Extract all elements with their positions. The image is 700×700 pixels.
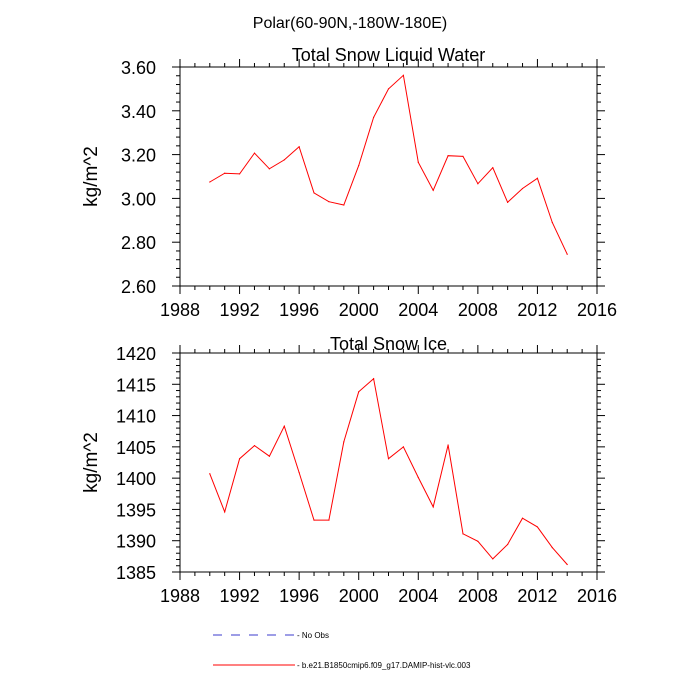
data-point — [313, 192, 315, 194]
data-point — [521, 517, 524, 519]
chart-title: Total Snow Liquid Water — [292, 45, 485, 65]
data-point — [238, 173, 241, 175]
x-tick-label: 1996 — [279, 300, 319, 320]
data-point — [417, 161, 419, 163]
y-tick-label: 1405 — [116, 438, 156, 458]
data-point — [268, 168, 270, 170]
legend-label-no-obs: - No Obs — [297, 631, 329, 640]
plot-frame — [179, 352, 598, 573]
data-point — [328, 201, 330, 203]
chart-title: Total Snow Ice — [330, 334, 447, 354]
y-tick-label: 1415 — [116, 375, 156, 395]
y-tick-label: 1420 — [116, 344, 156, 364]
data-point — [224, 511, 226, 513]
legend: - No Obs - b.e21.B1850cmip6.f09_g17.DAMI… — [213, 631, 471, 670]
data-point — [432, 506, 434, 508]
data-point — [387, 458, 390, 460]
data-point — [402, 446, 404, 448]
y-tick-label: 1400 — [116, 469, 156, 489]
y-tick-label: 1390 — [116, 532, 156, 552]
plot-frame — [179, 66, 598, 287]
data-point — [536, 526, 539, 528]
data-point — [283, 159, 285, 161]
data-point — [253, 152, 256, 154]
data-point — [417, 476, 419, 479]
data-point — [536, 177, 539, 179]
data-point — [566, 563, 568, 566]
x-tick-label: 2000 — [339, 300, 379, 320]
x-tick-label: 2008 — [458, 586, 498, 606]
x-tick-label: 1988 — [160, 586, 200, 606]
x-tick-label: 1988 — [160, 300, 200, 320]
x-tick-label: 2008 — [458, 300, 498, 320]
data-point — [521, 187, 524, 190]
x-tick-label: 1992 — [220, 300, 260, 320]
x-tick-label: 2012 — [517, 586, 557, 606]
data-point — [551, 221, 553, 224]
data-point — [477, 183, 479, 185]
y-axis-label: kg/m^2 — [81, 146, 102, 207]
data-point — [387, 88, 390, 90]
data-point — [268, 455, 270, 457]
x-tick-label: 2016 — [577, 300, 617, 320]
data-point — [298, 471, 300, 474]
data-point — [507, 543, 509, 546]
y-tick-label: 3.40 — [121, 102, 156, 122]
data-point — [447, 444, 449, 446]
data-point — [492, 558, 494, 560]
legend-label-model: - b.e21.B1850cmip6.f09_g17.DAMIP-hist-vl… — [297, 661, 471, 670]
figure-suptitle: Polar(60-90N,-180W-180E) — [253, 15, 447, 32]
data-point — [462, 533, 464, 535]
x-tick-label: 2000 — [339, 586, 379, 606]
data-point — [209, 473, 211, 475]
data-point — [402, 74, 404, 76]
x-tick-label: 1996 — [279, 586, 319, 606]
data-point — [283, 425, 285, 427]
series-line — [209, 74, 568, 255]
y-tick-label: 3.00 — [121, 189, 156, 209]
x-tick-label: 1992 — [220, 586, 260, 606]
panel-snow-ice: Total Snow Ice 1988 1992 1996 2000 2004 2008 20… — [81, 334, 617, 606]
data-point — [373, 378, 375, 380]
y-tick-label: 2.80 — [121, 233, 156, 253]
data-point — [313, 519, 315, 521]
data-point — [209, 181, 211, 183]
data-point — [343, 441, 345, 443]
data-point — [462, 155, 464, 157]
data-point — [492, 167, 494, 169]
data-point — [551, 546, 553, 549]
y-tick-label: 3.20 — [121, 146, 156, 166]
data-point — [224, 172, 226, 174]
y-tick-label: 1385 — [116, 563, 156, 583]
data-point — [373, 116, 375, 118]
data-point — [328, 519, 330, 521]
data-point — [566, 253, 568, 255]
data-point — [447, 155, 449, 157]
x-tick-label: 2004 — [398, 300, 438, 320]
data-point — [253, 445, 256, 447]
data-point — [477, 540, 479, 542]
data-point — [238, 458, 241, 460]
y-tick-label: 1395 — [116, 500, 156, 520]
data-point — [432, 189, 434, 191]
y-axis-label: kg/m^2 — [81, 432, 102, 493]
y-tick-label: 3.60 — [121, 58, 156, 78]
data-point — [507, 201, 509, 203]
data-point — [298, 146, 300, 148]
data-point — [358, 164, 360, 167]
x-tick-label: 2004 — [398, 586, 438, 606]
series-line — [209, 377, 568, 565]
data-point — [343, 204, 345, 206]
y-tick-label: 2.60 — [121, 277, 156, 297]
x-tick-label: 2016 — [577, 586, 617, 606]
data-point — [358, 391, 360, 393]
y-tick-label: 1410 — [116, 407, 156, 427]
x-tick-label: 2012 — [517, 300, 557, 320]
panel-snow-liquid-water: Total Snow Liquid Water 1988 1992 1996 2000 2… — [81, 45, 617, 320]
